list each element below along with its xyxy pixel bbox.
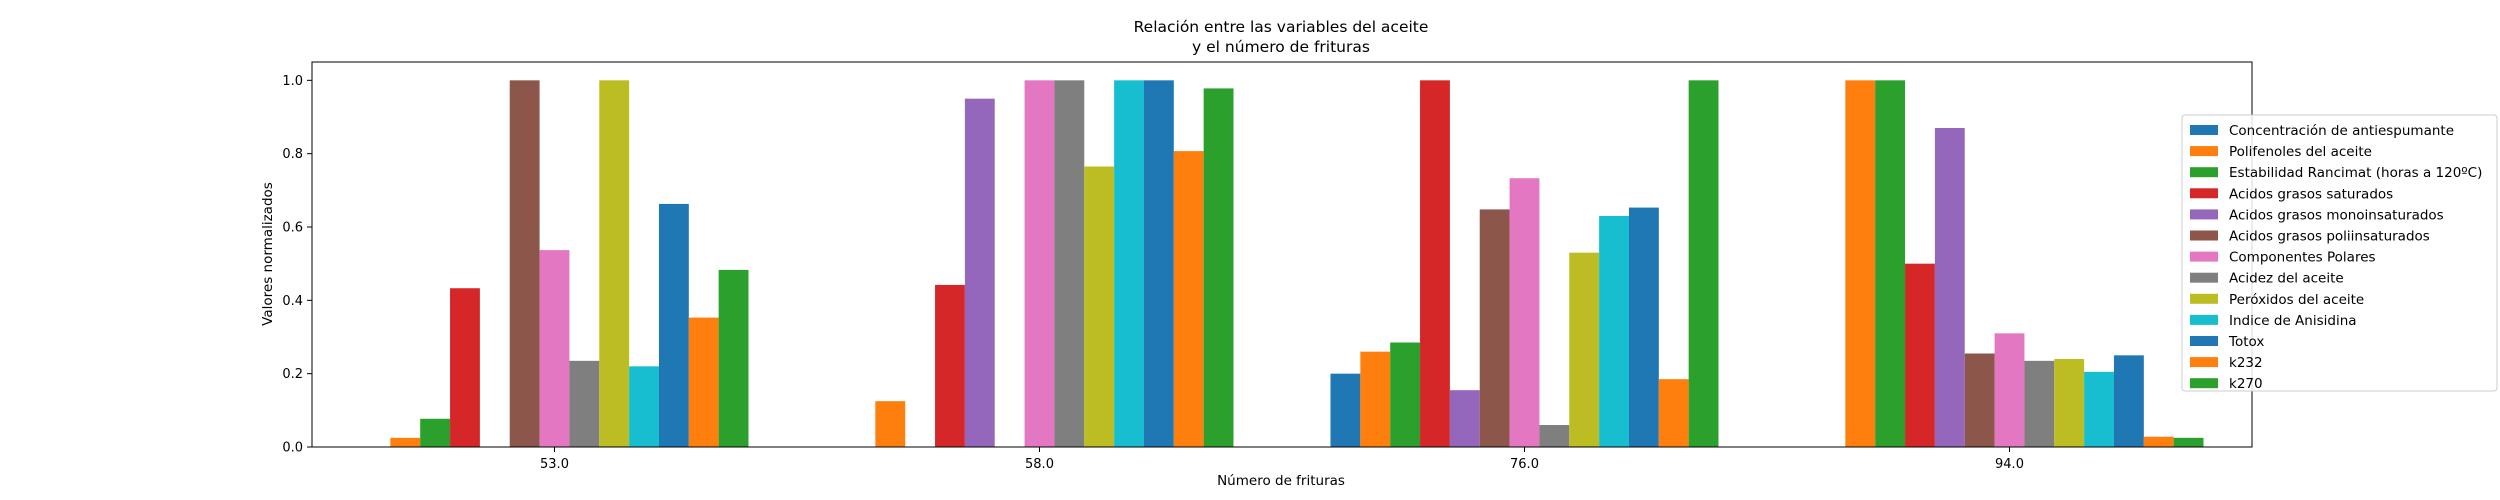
bars-group <box>390 80 2204 448</box>
legend-frame <box>2181 114 2498 392</box>
x-tick-label-2: 76.0 <box>1510 457 1539 472</box>
bar-s8-c1 <box>1084 166 1115 447</box>
legend-label-2: Estabilidad Rancimat (horas a 120ºC) <box>2229 165 2482 181</box>
legend-swatch-1 <box>2190 146 2218 157</box>
legend-label-0: Concentración de antiespumante <box>2229 123 2454 139</box>
legend-label-1: Polifenoles del aceite <box>2229 144 2372 160</box>
legend-swatch-7 <box>2190 272 2218 283</box>
legend-label-9: Indice de Anisidina <box>2229 313 2357 329</box>
legend-label-7: Acidez del aceite <box>2229 271 2344 287</box>
legend-swatch-2 <box>2190 167 2218 178</box>
bar-s8-c3 <box>2054 359 2085 447</box>
bar-s11-c1 <box>1173 151 1204 447</box>
bar-s4-c2 <box>1449 390 1480 447</box>
y-tick-label-5: 1.0 <box>282 74 303 89</box>
legend-label-3: Acidos grasos saturados <box>2229 186 2393 202</box>
bar-s7-c1 <box>1054 80 1085 447</box>
y-axis-label: Valores normalizados <box>260 182 276 326</box>
legend-swatch-6 <box>2190 251 2218 262</box>
bar-s2-c3 <box>1875 80 1906 447</box>
bar-s6-c1 <box>1024 80 1055 447</box>
bar-s12-c3 <box>2173 437 2204 447</box>
bar-s12-c1 <box>1203 88 1234 448</box>
y-tick-label-0: 0.0 <box>282 441 303 456</box>
bar-s11-c2 <box>1658 379 1689 447</box>
bar-s10-c3 <box>2113 355 2144 447</box>
bar-s6-c2 <box>1509 178 1540 448</box>
bar-s3-c2 <box>1420 80 1450 447</box>
bar-s3-c3 <box>1905 263 1935 447</box>
bar-s12-c0 <box>718 269 749 447</box>
legend-label-11: k232 <box>2229 355 2263 371</box>
bar-s1-c0 <box>390 437 421 447</box>
bar-s11-c3 <box>2143 436 2174 447</box>
bar-s8-c0 <box>599 80 630 447</box>
legend-swatch-3 <box>2190 188 2218 199</box>
bar-s10-c1 <box>1143 80 1174 447</box>
y-tick-label-3: 0.6 <box>282 221 303 236</box>
chart-title-line-1: Relación entre las variables del aceite <box>1134 18 1429 36</box>
x-axis-label: Número de frituras <box>1217 473 1345 489</box>
bar-s10-c2 <box>1628 207 1659 447</box>
legend: Concentración de antiespumante Polifenole… <box>2181 114 2498 392</box>
legend-label-6: Componentes Polares <box>2229 250 2376 266</box>
legend-swatch-12 <box>2190 378 2218 389</box>
y-tick-label-4: 0.8 <box>282 147 303 162</box>
bar-s7-c0 <box>569 360 600 447</box>
legend-label-10: Totox <box>2228 334 2264 350</box>
bar-s1-c1 <box>875 401 906 447</box>
bar-s9-c3 <box>2084 371 2114 447</box>
legend-swatch-5 <box>2190 230 2218 241</box>
x-tick-label-3: 94.0 <box>1995 457 2024 472</box>
x-tick-label-1: 58.0 <box>1025 457 1054 472</box>
y-tick-label-2: 0.4 <box>282 294 303 309</box>
bar-s9-c2 <box>1599 216 1629 447</box>
legend-swatch-10 <box>2190 336 2218 346</box>
bar-s1-c2 <box>1360 351 1391 447</box>
legend-swatch-4 <box>2190 209 2218 220</box>
legend-swatch-8 <box>2190 293 2218 304</box>
legend-label-4: Acidos grasos monoinsaturados <box>2229 207 2444 223</box>
bar-s6-c0 <box>539 250 570 447</box>
x-axis: 53.0 58.0 76.0 94.0 <box>540 447 2024 472</box>
legend-swatch-9 <box>2190 314 2218 325</box>
bar-s2-c2 <box>1390 342 1421 447</box>
legend-swatch-11 <box>2190 357 2218 368</box>
bar-s9-c1 <box>1114 80 1144 447</box>
bar-s12-c2 <box>1688 80 1719 447</box>
bar-s1-c3 <box>1845 80 1876 447</box>
bar-s3-c0 <box>450 288 480 447</box>
bar-s7-c2 <box>1539 425 1570 447</box>
bar-s4-c1 <box>964 98 995 448</box>
legend-label-5: Acidos grasos poliinsaturados <box>2229 229 2430 245</box>
bar-s8-c2 <box>1569 252 1600 447</box>
bar-s3-c1 <box>935 284 965 447</box>
bar-s5-c0 <box>509 80 540 447</box>
bar-s6-c3 <box>1994 333 2025 447</box>
y-axis: 0.0 0.2 0.4 0.6 0.8 1.0 <box>282 74 312 456</box>
legend-swatch-0 <box>2190 125 2218 135</box>
bar-s4-c3 <box>1934 128 1965 447</box>
bar-s9-c0 <box>629 366 659 447</box>
x-tick-label-0: 53.0 <box>540 457 569 472</box>
legend-label-8: Peróxidos del aceite <box>2229 292 2364 308</box>
y-tick-label-1: 0.2 <box>282 367 303 382</box>
bar-s5-c2 <box>1479 209 1510 447</box>
bar-s5-c3 <box>1964 353 1995 447</box>
bar-s0-c2 <box>1330 373 1361 447</box>
legend-label-12: k270 <box>2229 376 2263 392</box>
bar-s11-c0 <box>688 317 719 447</box>
bar-s2-c0 <box>420 418 451 447</box>
bar-s10-c0 <box>658 203 689 447</box>
bar-s7-c3 <box>2024 360 2055 447</box>
chart-title-line-2: y el número de frituras <box>1192 38 1370 56</box>
chart-title: Relación entre las variables del aceite … <box>1134 18 1429 56</box>
